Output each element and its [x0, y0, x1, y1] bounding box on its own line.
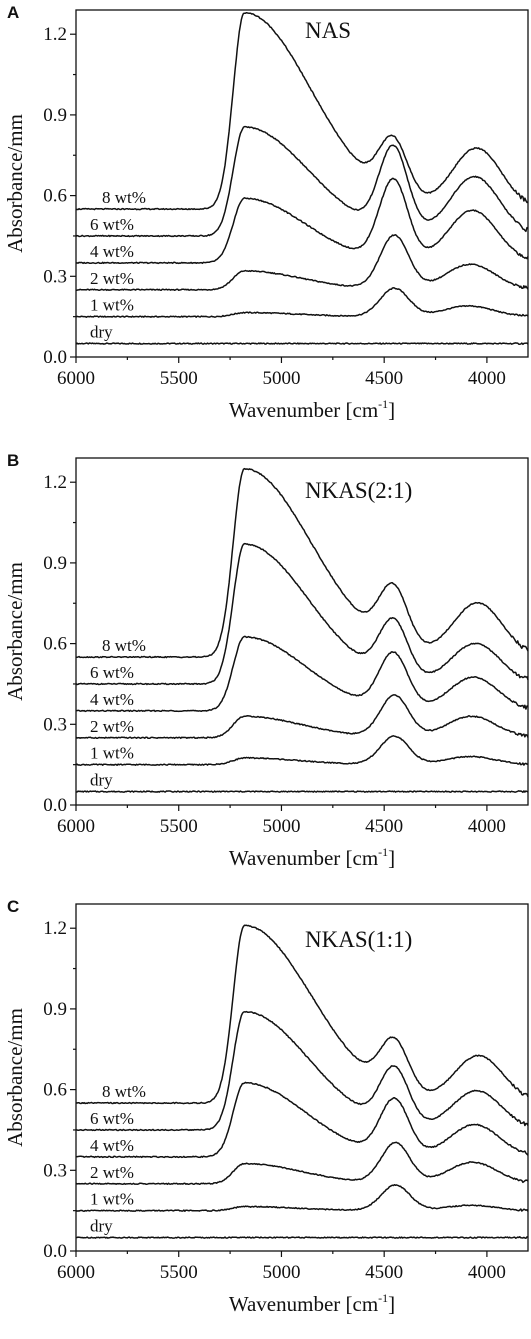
y-tick-label: 0.0	[43, 1241, 67, 1262]
series-label: dry	[90, 323, 113, 342]
x-tick-label: 5000	[262, 368, 300, 389]
y-tick-label: 0.9	[43, 105, 67, 126]
x-axis-title: Wavenumber [cm-1]	[229, 397, 395, 422]
y-tick-label: 1.2	[43, 472, 67, 493]
series-label: 2 wt%	[90, 1163, 134, 1182]
x-tick-label: 4000	[468, 1262, 506, 1283]
spectrum-8wtpct	[75, 924, 529, 1105]
series-label: 1 wt%	[90, 744, 134, 763]
spectrum-4wtpct	[75, 1081, 529, 1159]
x-axis-title: Wavenumber [cm-1]	[229, 1291, 395, 1316]
y-axis-title: Absorbance/mm	[3, 562, 27, 701]
spectrum-1wtpct	[75, 1183, 529, 1212]
spectrum-dry	[75, 1236, 528, 1240]
panel-letter: B	[7, 451, 19, 470]
series-label: 8 wt%	[102, 188, 146, 207]
x-tick-label: 6000	[57, 368, 95, 389]
x-axis-title-sup: -1	[378, 1291, 388, 1305]
series-label: dry	[90, 771, 113, 790]
x-axis-title-main: Wavenumber [cm	[229, 846, 378, 870]
series-label: 8 wt%	[102, 636, 146, 655]
spectrum-8wtpct	[75, 467, 529, 659]
spectrum-2wtpct	[75, 1141, 529, 1186]
spectrum-6wtpct	[75, 1010, 529, 1132]
y-tick-label: 0.6	[43, 634, 67, 655]
y-tick-label: 1.2	[43, 918, 67, 939]
spectrum-2wtpct	[75, 694, 529, 740]
panel-letter: C	[7, 897, 19, 916]
x-axis-title-sup: -1	[378, 845, 388, 859]
x-tick-label: 5500	[160, 816, 198, 837]
x-axis-title-end: ]	[388, 846, 395, 870]
x-axis-title: Wavenumber [cm-1]	[229, 845, 395, 870]
y-tick-label: 0.0	[43, 347, 67, 368]
panel-letter: A	[7, 3, 19, 22]
spectrum-2wtpct	[75, 234, 529, 292]
x-tick-label: 5500	[160, 368, 198, 389]
sample-label: NKAS(1:1)	[305, 927, 412, 952]
sample-label: NAS	[305, 18, 351, 43]
spectrum-6wtpct	[75, 542, 529, 686]
series-label: 6 wt%	[90, 1109, 134, 1128]
x-axis-title-end: ]	[388, 398, 395, 422]
x-tick-label: 5500	[160, 1262, 198, 1283]
series-label: 6 wt%	[90, 663, 134, 682]
y-tick-label: 1.2	[43, 24, 67, 45]
series-label: 8 wt%	[102, 1082, 146, 1101]
x-tick-label: 5000	[262, 816, 300, 837]
y-tick-label: 0.0	[43, 795, 67, 816]
series-label: 2 wt%	[90, 269, 134, 288]
plot-frame	[75, 457, 529, 806]
series-label: 4 wt%	[90, 1136, 134, 1155]
x-tick-label: 5000	[262, 1262, 300, 1283]
spectrum-8wtpct	[75, 11, 529, 211]
y-tick-label: 0.3	[43, 1160, 67, 1181]
x-tick-label: 4000	[468, 368, 506, 389]
x-axis-title-main: Wavenumber [cm	[229, 398, 378, 422]
series-label: 4 wt%	[90, 690, 134, 709]
y-tick-label: 0.6	[43, 1080, 67, 1101]
spectrum-4wtpct	[76, 635, 529, 713]
series-label: 4 wt%	[90, 242, 134, 261]
x-axis-title-main: Wavenumber [cm	[229, 1292, 378, 1316]
spectrum-1wtpct	[75, 735, 529, 766]
y-tick-label: 0.9	[43, 553, 67, 574]
spectrum-6wtpct	[75, 125, 529, 238]
x-tick-label: 6000	[57, 816, 95, 837]
spectrum-1wtpct	[75, 287, 529, 318]
series-label: 2 wt%	[90, 717, 134, 736]
series-label: 6 wt%	[90, 215, 134, 234]
y-axis-title: Absorbance/mm	[3, 1008, 27, 1147]
plot-frame	[75, 9, 529, 358]
spectrum-4wtpct	[75, 177, 529, 265]
series-label: 1 wt%	[90, 1190, 134, 1209]
y-tick-label: 0.3	[43, 714, 67, 735]
y-axis-title: Absorbance/mm	[3, 114, 27, 253]
x-tick-label: 4500	[365, 816, 403, 837]
x-tick-label: 4000	[468, 816, 506, 837]
series-label: 1 wt%	[90, 296, 134, 315]
y-tick-label: 0.9	[43, 999, 67, 1020]
series-label: dry	[90, 1217, 113, 1236]
y-tick-label: 0.3	[43, 266, 67, 287]
spectrum-dry	[75, 342, 529, 346]
sample-label: NKAS(2:1)	[305, 478, 412, 503]
plot-frame	[75, 903, 529, 1252]
x-axis-title-end: ]	[388, 1292, 395, 1316]
x-tick-label: 4500	[365, 1262, 403, 1283]
x-tick-label: 4500	[365, 368, 403, 389]
y-tick-label: 0.6	[43, 186, 67, 207]
x-tick-label: 6000	[57, 1262, 95, 1283]
spectrum-dry	[76, 790, 529, 794]
x-axis-title-sup: -1	[378, 397, 388, 411]
